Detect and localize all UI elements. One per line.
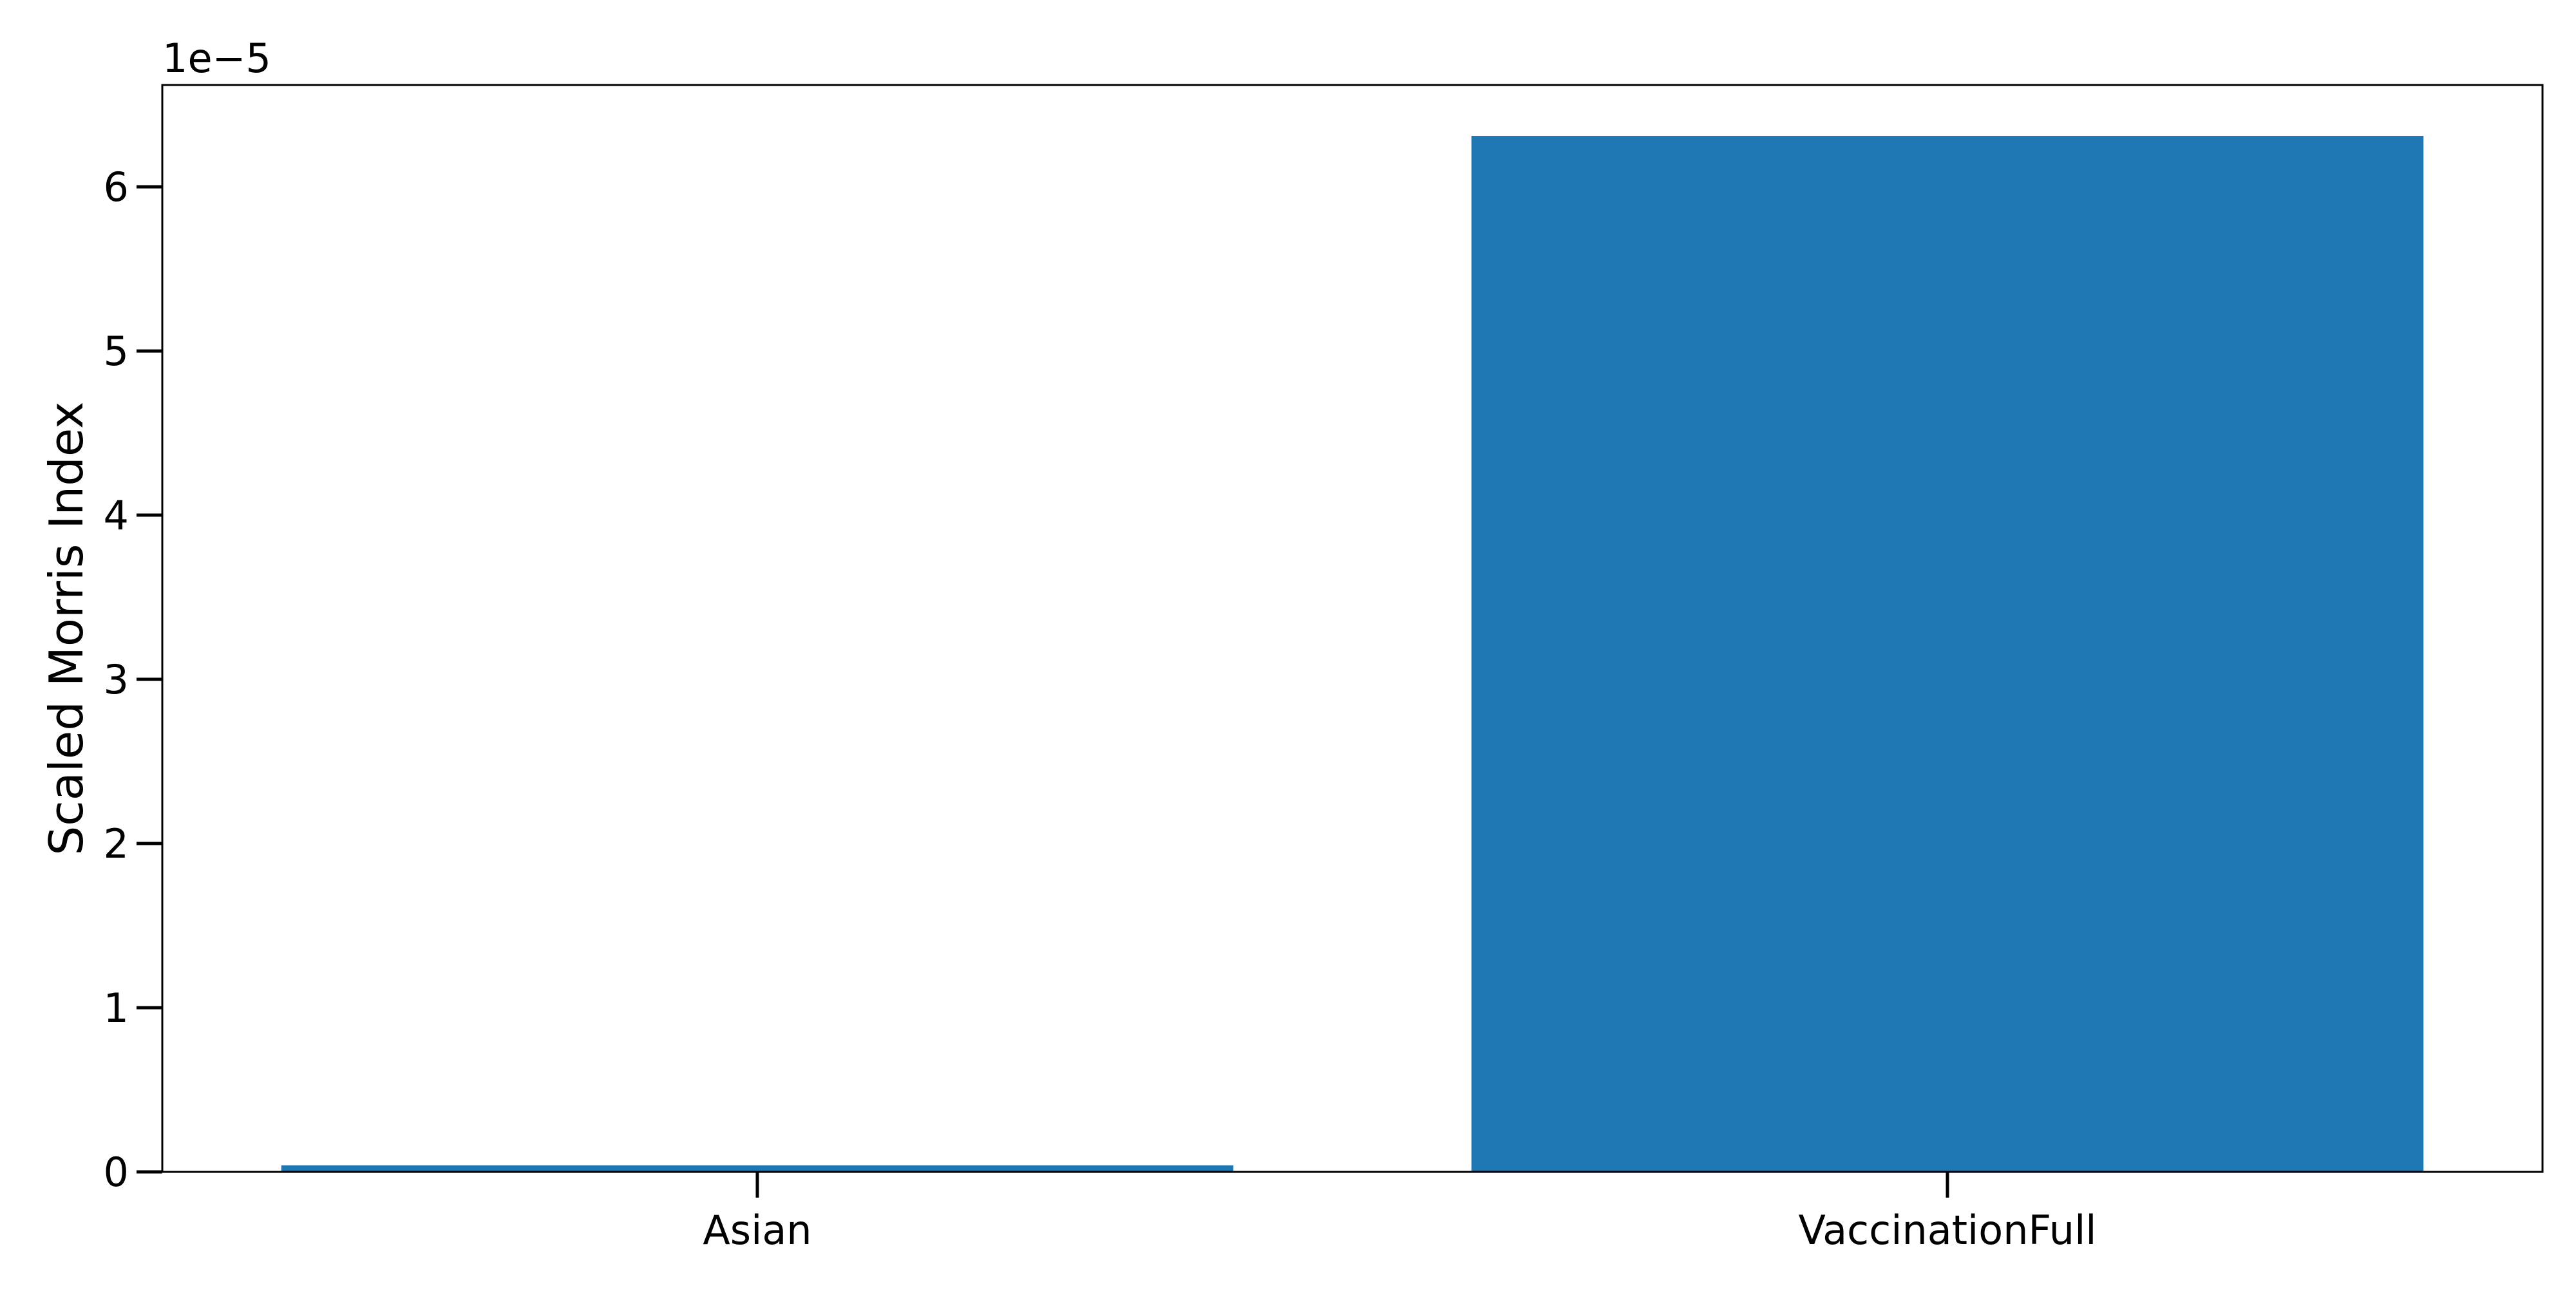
y-axis-label: Scaled Morris Index xyxy=(39,401,93,855)
y-tick-label: 0 xyxy=(104,1149,129,1196)
y-tick-label: 1 xyxy=(104,985,129,1032)
bar-vaccinationfull xyxy=(1471,136,2424,1173)
y-tick-label: 5 xyxy=(104,328,129,375)
y-tick-label: 4 xyxy=(104,492,129,539)
bar-asian xyxy=(281,1165,1234,1172)
x-tick-label: Asian xyxy=(703,1207,811,1254)
y-tick-label: 6 xyxy=(104,164,129,211)
y-tick-label: 2 xyxy=(104,820,129,867)
plot-frame xyxy=(161,84,2544,1173)
x-tick-label: VaccinationFull xyxy=(1798,1207,2096,1254)
y-axis-scale-label: 1e−5 xyxy=(162,35,271,82)
y-tick-label: 3 xyxy=(104,656,129,703)
